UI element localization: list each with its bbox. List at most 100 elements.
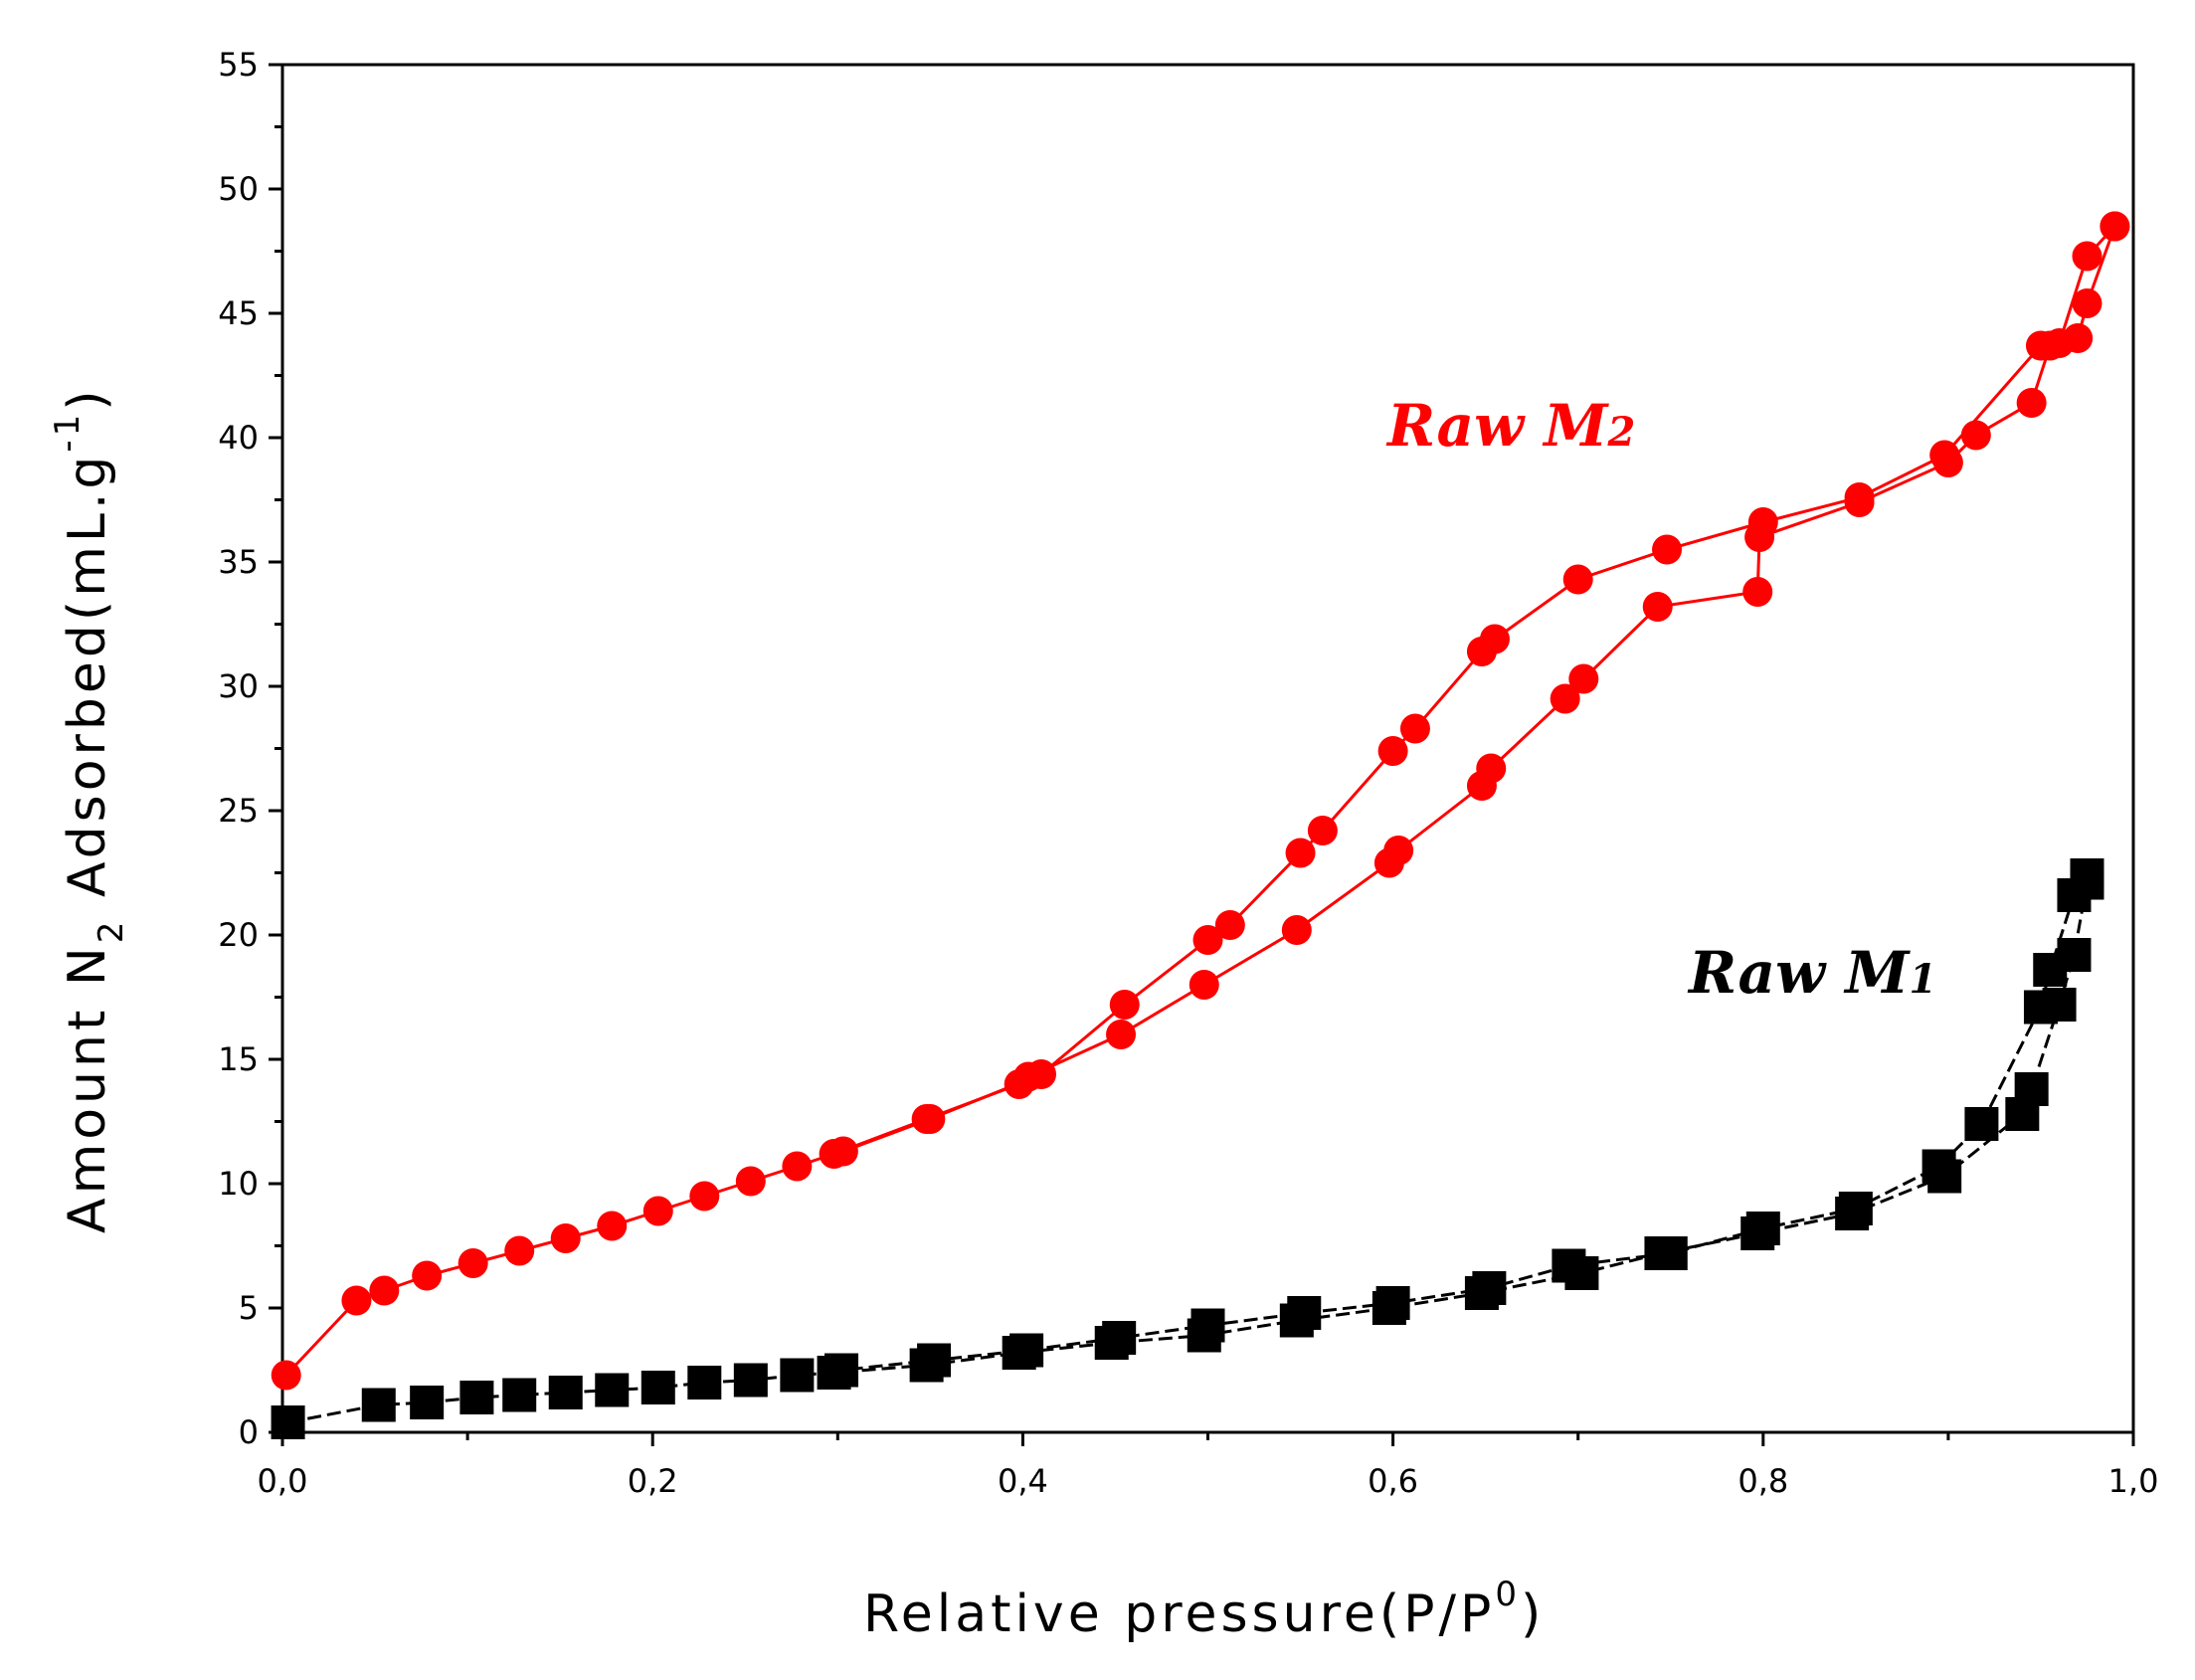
series-layer — [271, 211, 2130, 1439]
raw-m1-desorption-point — [1009, 1333, 1044, 1368]
raw-m1-desorption-point — [1921, 1149, 1956, 1184]
raw-m2-desorption-point — [1929, 440, 1960, 470]
x-tick-label: 1,0 — [2108, 1462, 2159, 1500]
raw-m1-desorption-point — [1102, 1321, 1137, 1355]
raw-m2-adsorption-point — [1742, 577, 1773, 607]
raw-m1-desorption-point — [1287, 1296, 1322, 1330]
raw-m1-adsorption-point — [361, 1388, 396, 1422]
raw-m2-adsorption-point — [782, 1151, 813, 1182]
raw-m1-adsorption-point — [459, 1381, 494, 1414]
raw-m1-desorption-point — [2057, 878, 2092, 912]
raw-m1-desorption-point — [2023, 990, 2058, 1025]
raw-m2-adsorption-point — [1189, 970, 1219, 1000]
raw-m2-desorption-point — [1652, 534, 1683, 565]
raw-m2-adsorption-point — [1383, 836, 1414, 865]
series-raw-m2 — [271, 211, 2130, 1391]
raw-m1-adsorption-point — [595, 1373, 630, 1407]
y-tick-label: 55 — [218, 46, 259, 84]
raw-m2-adsorption-point — [369, 1275, 400, 1306]
raw-m2-adsorption-point — [457, 1248, 488, 1278]
y-axis-ticks: 0 5 10 15 20 25 30 35 40 45 50 55 — [218, 46, 282, 1451]
raw-m1-desorption-point — [1838, 1192, 1873, 1225]
raw-m2-desorption-point — [1307, 816, 1338, 845]
raw-m1-desorption-point — [1552, 1248, 1586, 1283]
raw-m1-desorption-point — [917, 1343, 952, 1378]
y-axis-title: Amount N2 Adsorbed(mL.g-1) — [48, 386, 131, 1233]
raw-m2-adsorption-point — [735, 1166, 766, 1197]
y-tick-label: 0 — [239, 1413, 259, 1451]
raw-m1-adsorption-point — [271, 1405, 305, 1439]
x-tick-label: 0,0 — [258, 1462, 308, 1500]
raw-m2-adsorption-point — [2016, 388, 2047, 418]
y-tick-label: 30 — [218, 667, 259, 705]
raw-m1-adsorption-point — [687, 1366, 722, 1400]
raw-m2-desorption-point — [1399, 713, 1430, 744]
raw-m2-desorption-point — [1844, 482, 1875, 512]
x-axis-ticks: 0,0 0,2 0,4 0,6 0,8 1,0 — [258, 1432, 2159, 1500]
y-tick-label: 15 — [218, 1040, 259, 1078]
y-tick-label: 40 — [218, 419, 259, 457]
raw-m1-adsorption-point — [410, 1386, 445, 1419]
raw-m2-desorption-point — [1214, 910, 1245, 940]
raw-m2-adsorption-point — [341, 1285, 372, 1316]
series-label-raw-m1: Raw M1 — [1687, 939, 1936, 1007]
x-axis-title: Relative pressure(P/P0) — [863, 1575, 1545, 1644]
raw-m2-adsorption-point — [2072, 288, 2103, 318]
raw-m1-adsorption-point — [548, 1376, 583, 1409]
raw-m2-desorption-point — [2072, 241, 2103, 272]
series-label-raw-m2: Raw M2 — [1385, 392, 1635, 460]
raw-m1-adsorption-point — [640, 1371, 675, 1404]
raw-m2-adsorption-point — [689, 1181, 720, 1212]
raw-m1-desorption-point — [1653, 1236, 1688, 1270]
raw-m2-desorption-line — [842, 225, 2116, 1153]
raw-m1-desorption-point — [1745, 1212, 1780, 1245]
y-tick-label: 10 — [218, 1165, 259, 1203]
raw-m1-desorption-point — [1190, 1308, 1225, 1343]
raw-m2-adsorption-point — [550, 1223, 581, 1253]
raw-m2-desorption-point — [915, 1104, 946, 1134]
raw-m2-adsorption-point — [642, 1196, 673, 1226]
raw-m2-desorption-point — [2100, 211, 2130, 242]
raw-m2-desorption-point — [1192, 925, 1223, 955]
raw-m2-desorption-point — [1747, 507, 1778, 537]
raw-m1-adsorption-point — [502, 1378, 537, 1412]
series-raw-m1 — [271, 858, 2104, 1439]
raw-m2-adsorption-point — [1568, 663, 1599, 694]
x-tick-label: 0,6 — [1368, 1462, 1418, 1500]
raw-m1-desorption-point — [1375, 1286, 1410, 1320]
y-tick-label: 25 — [218, 792, 259, 830]
raw-m2-desorption-point — [1377, 736, 1408, 766]
y-tick-label: 35 — [218, 543, 259, 581]
x-tick-label: 0,2 — [628, 1462, 678, 1500]
raw-m1-desorption-point — [824, 1353, 859, 1388]
raw-m2-desorption-point — [1285, 838, 1316, 868]
raw-m2-adsorption-point — [597, 1211, 628, 1241]
raw-m1-adsorption-point — [733, 1363, 768, 1398]
raw-m1-desorption-point — [1964, 1107, 1999, 1141]
y-tick-label: 50 — [218, 170, 259, 208]
raw-m1-desorption-point — [1472, 1271, 1507, 1305]
raw-m2-adsorption-point — [1960, 420, 1991, 451]
raw-m2-adsorption-point — [1476, 753, 1507, 784]
x-tick-label: 0,4 — [998, 1462, 1048, 1500]
raw-m2-adsorption-point — [1550, 683, 1580, 714]
y-tick-label: 20 — [218, 916, 259, 954]
raw-m2-adsorption-point — [1281, 915, 1312, 945]
raw-m2-desorption-point — [827, 1136, 858, 1167]
raw-m2-adsorption-point — [271, 1360, 301, 1391]
raw-m2-adsorption-point — [504, 1235, 535, 1266]
raw-m2-adsorption-point — [412, 1260, 443, 1291]
raw-m2-desorption-point — [1109, 990, 1140, 1020]
raw-m1-desorption-line — [840, 874, 2089, 1372]
raw-m2-adsorption-point — [1106, 1020, 1137, 1049]
y-tick-label: 5 — [239, 1289, 259, 1327]
raw-m2-desorption-point — [2025, 330, 2056, 361]
raw-m2-desorption-point — [1466, 637, 1497, 666]
raw-m2-adsorption-point — [1642, 592, 1673, 622]
y-tick-label: 45 — [218, 294, 259, 332]
raw-m1-adsorption-point — [780, 1358, 815, 1393]
raw-m2-desorption-point — [1026, 1059, 1057, 1089]
raw-m2-desorption-point — [1562, 564, 1593, 595]
raw-m1-adsorption-point — [2014, 1072, 2049, 1106]
